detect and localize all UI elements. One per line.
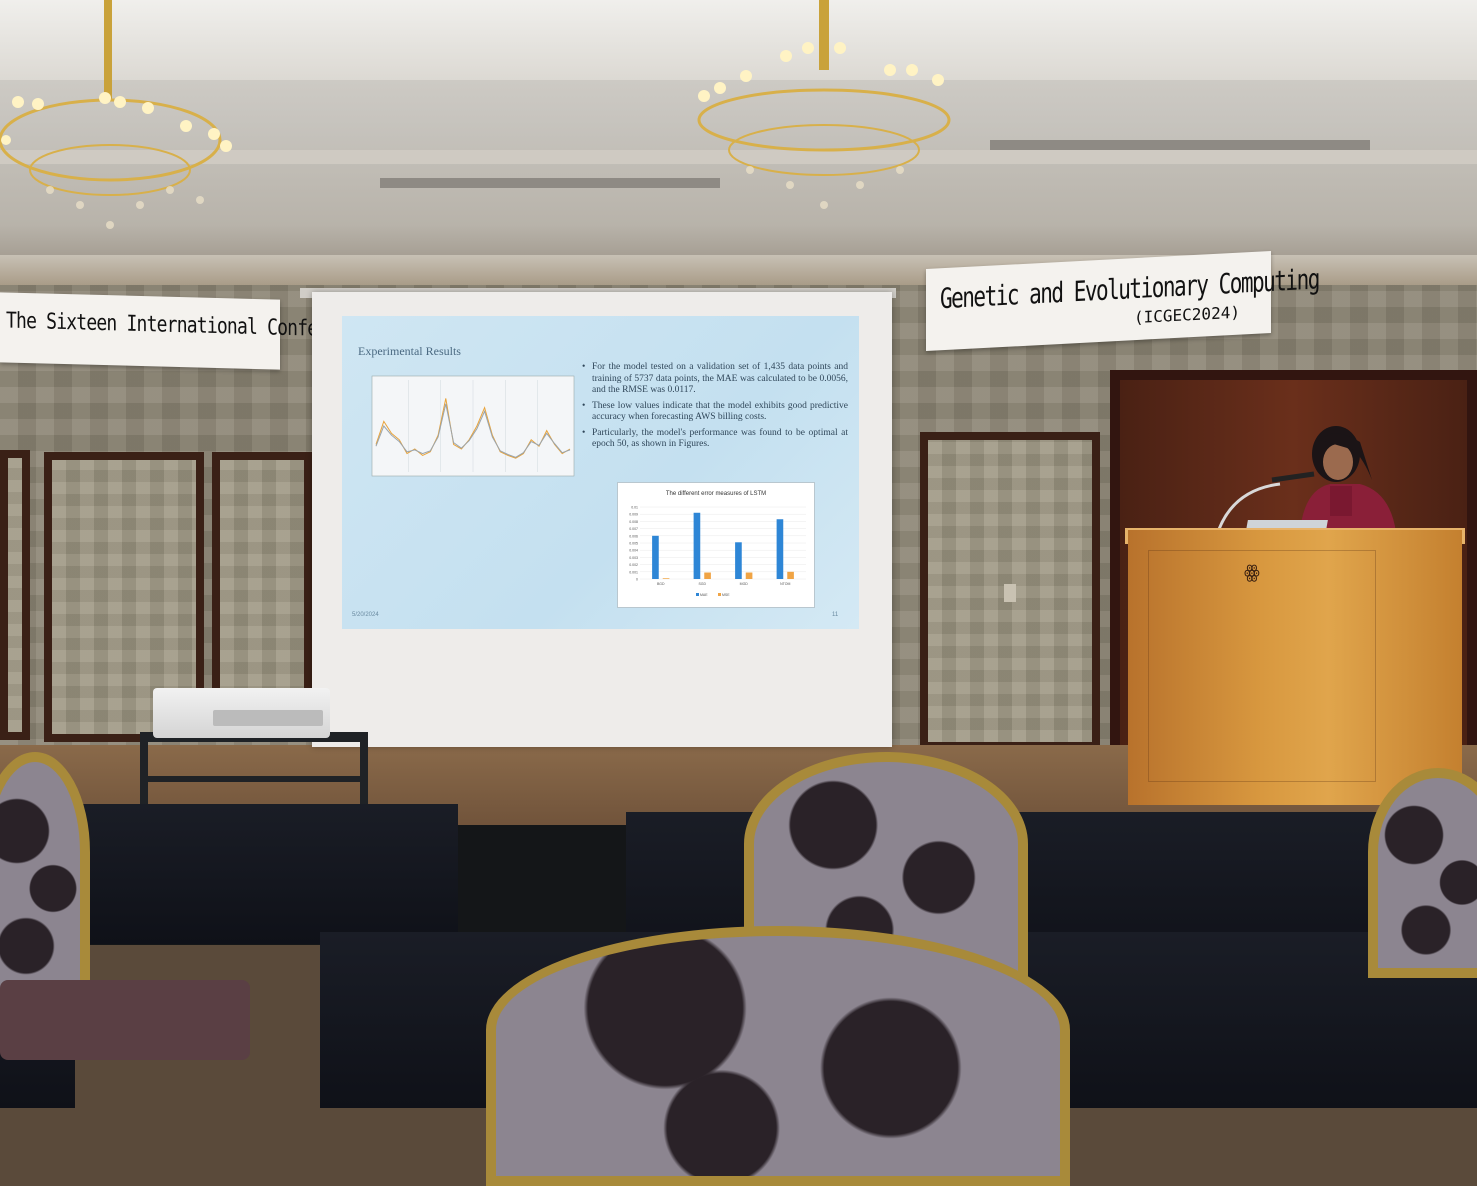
presentation-slide: Experimental Results For the model teste… — [342, 316, 859, 629]
bar-chart-x-tick: BGD — [657, 582, 665, 586]
bar-chart-y-tick: 0.008 — [629, 520, 638, 524]
banner-right-title: Genetic and Evolutionary Computing — [940, 262, 1319, 316]
bar-chart-y-tick: 0.009 — [629, 513, 638, 517]
bar-chart-y-tick: 0.007 — [629, 527, 638, 531]
slide-page-number: 11 — [832, 612, 839, 618]
bar-chart-svg: The different error measures of LSTM 0.0… — [629, 491, 806, 597]
bar-chart-legend-swatch — [718, 593, 721, 596]
banner-left: The Sixteen International Conference On — [0, 292, 398, 370]
podium-emblem: ꙮ — [1244, 562, 1260, 582]
slide-bullet: These low values indicate that the model… — [582, 401, 848, 424]
bar-chart-y-tick: 0.006 — [629, 534, 638, 538]
bar-chart-y-tick: 0 — [636, 578, 638, 582]
air-vent — [990, 140, 1370, 150]
projector — [153, 688, 330, 738]
projector-table — [140, 732, 368, 804]
bar-chart-bar — [745, 572, 753, 579]
bar-chart: The different error measures of LSTM 0.0… — [617, 482, 815, 608]
podium — [1128, 530, 1462, 805]
bar-chart-bar — [787, 571, 794, 579]
slide-date: 5/20/2024 — [352, 612, 379, 618]
bar-chart-legend-swatch — [696, 593, 699, 596]
air-vent — [380, 178, 720, 188]
bar-chart-x-tick: NTOM — [780, 582, 790, 586]
bar-chart-legend-label: MAE — [700, 593, 708, 597]
bar-chart-bar — [776, 519, 784, 579]
ceiling-beam — [0, 150, 1477, 164]
audience-table — [70, 804, 458, 944]
line-chart-series — [375, 403, 571, 458]
bar-chart-y-tick: 0.01 — [631, 506, 638, 510]
bar-chart-y-tick: 0.004 — [629, 549, 638, 553]
bar-chart-y-tick: 0.002 — [629, 563, 638, 567]
slide-bullet: Particularly, the model's performance wa… — [582, 428, 848, 451]
bar-chart-bar — [652, 535, 659, 579]
slide-bullets: For the model tested on a validation set… — [582, 362, 848, 455]
bar-chart-x-tick: SGD — [698, 582, 706, 586]
bar-chart-bar — [704, 572, 711, 579]
chair — [1368, 768, 1477, 978]
line-chart — [371, 375, 575, 477]
bar-chart-x-tick: MGD — [740, 582, 749, 586]
bar-chart-bar — [735, 542, 742, 579]
bar-chart-bar — [693, 512, 701, 579]
bar-chart-y-tick: 0.005 — [629, 542, 638, 546]
chair — [0, 752, 90, 1002]
bar-chart-bar — [662, 578, 670, 579]
light-switch — [1004, 584, 1016, 602]
bar-chart-legend-label: MSE — [722, 593, 730, 597]
ceiling-cove — [0, 0, 1477, 80]
bar-chart-title: The different error measures of LSTM — [666, 491, 766, 497]
bar-chart-y-tick: 0.003 — [629, 556, 638, 560]
slide-bullet: For the model tested on a validation set… — [582, 362, 848, 397]
bar-chart-y-tick: 0.001 — [629, 570, 638, 574]
banner-right-subtitle: (ICGEC2024) — [1134, 302, 1240, 328]
chair-seat — [0, 980, 250, 1060]
slide-title: Experimental Results — [358, 344, 461, 358]
wall-panel — [0, 450, 30, 740]
chair — [486, 926, 1070, 1186]
